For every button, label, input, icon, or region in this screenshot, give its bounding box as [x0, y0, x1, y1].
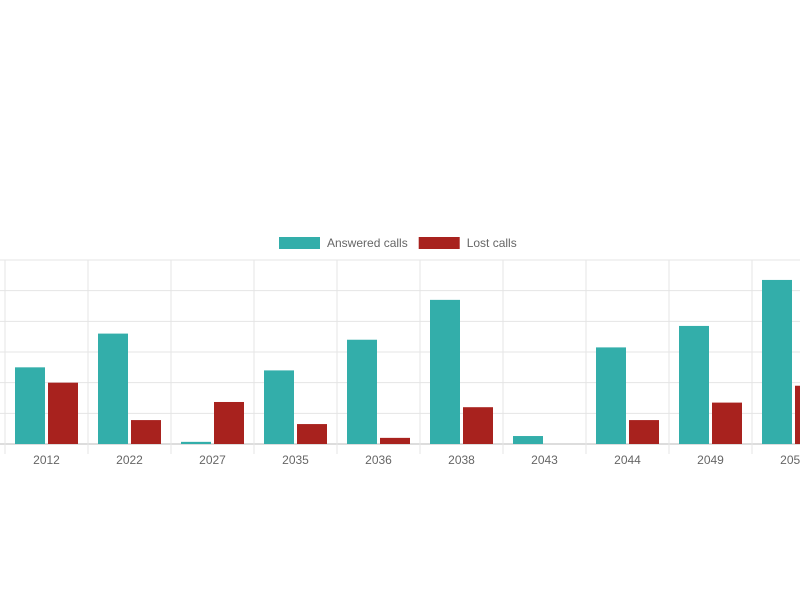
bar [380, 437, 410, 444]
bar [15, 367, 45, 444]
x-tick-label: 2036 [365, 453, 392, 467]
bar [712, 402, 742, 444]
x-tick-label: 2050 [780, 453, 800, 467]
bar [48, 382, 78, 444]
legend-label: Answered calls [327, 236, 408, 250]
bar [181, 441, 211, 444]
bar [98, 333, 128, 444]
bar [762, 279, 792, 444]
bar [679, 325, 709, 444]
x-tick-label: 2027 [199, 453, 226, 467]
bar [264, 370, 294, 444]
bar [463, 407, 493, 444]
x-tick-label: 2012 [33, 453, 60, 467]
bar [214, 401, 244, 444]
x-tick-label: 2022 [116, 453, 143, 467]
bar [347, 339, 377, 444]
bar [430, 299, 460, 444]
legend-swatch [418, 237, 460, 249]
x-tick-label: 2044 [614, 453, 641, 467]
legend-swatch [279, 237, 320, 249]
x-tick-label: 2043 [531, 453, 558, 467]
bar [513, 436, 543, 444]
x-tick-label: 2035 [282, 453, 309, 467]
bar [629, 420, 659, 444]
legend-label: Lost calls [467, 236, 517, 250]
x-tick-label: 2049 [697, 453, 724, 467]
bar [297, 424, 327, 444]
bar [596, 347, 626, 444]
bar [795, 385, 800, 444]
x-tick-label: 2038 [448, 453, 475, 467]
bar [131, 420, 161, 444]
